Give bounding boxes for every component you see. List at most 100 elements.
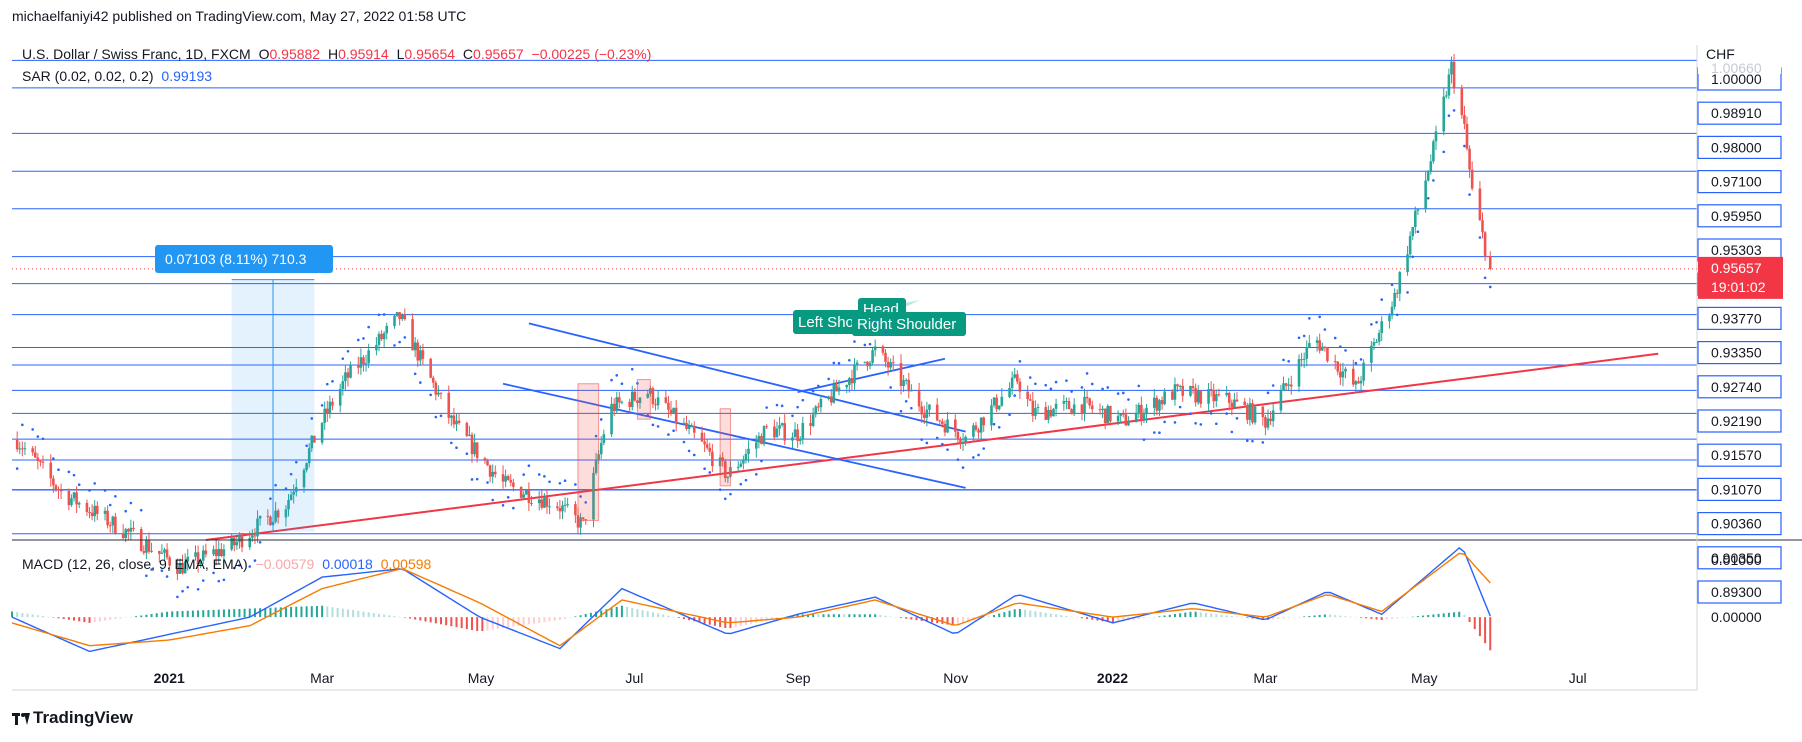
- level-tag: [1697, 511, 1782, 536]
- tradingview-logo-icon: [12, 712, 30, 725]
- sar-dot: [1297, 336, 1301, 340]
- macd-histogram-bar: [140, 615, 143, 618]
- sar-dot: [946, 448, 949, 451]
- macd-histogram-bar: [171, 611, 174, 618]
- macd-histogram-bar: [1132, 617, 1135, 620]
- macd-histogram-bar: [357, 610, 360, 618]
- macd-histogram-bar: [465, 617, 468, 630]
- candle-body: [344, 372, 347, 382]
- candle-body: [269, 516, 272, 526]
- macd-histogram-bar: [476, 617, 479, 631]
- macd-histogram-bar: [78, 617, 81, 622]
- channel-upper-line: [528, 322, 966, 433]
- candle-body: [633, 391, 637, 401]
- candle-body: [421, 350, 425, 359]
- candle-body: [23, 448, 27, 450]
- candle-body: [1308, 342, 1311, 348]
- macd-histogram-bar: [1406, 617, 1409, 618]
- macd-histogram-bar: [987, 616, 990, 618]
- candle-body: [1233, 399, 1236, 408]
- candle-body: [618, 397, 621, 403]
- candle-body: [1008, 388, 1011, 397]
- macd-histogram-bar: [1292, 617, 1295, 618]
- macd-histogram-bar: [1282, 617, 1285, 619]
- macd-histogram-bar: [1168, 614, 1171, 618]
- sar-dot: [1189, 412, 1192, 416]
- macd-histogram-bar: [1416, 616, 1419, 618]
- candle-body: [1445, 95, 1448, 97]
- macd-histogram-bar: [527, 617, 530, 625]
- sar-dot: [403, 336, 407, 339]
- sar-dot: [811, 389, 815, 393]
- candle-body: [581, 517, 585, 520]
- macd-histogram-bar: [967, 617, 970, 623]
- sar-dot: [1483, 276, 1487, 280]
- macd-histogram-bar: [502, 617, 505, 629]
- sar-dot: [1199, 423, 1203, 426]
- sar-dot: [827, 377, 830, 381]
- sar-dot: [114, 494, 117, 498]
- candle-body: [450, 415, 453, 418]
- sar-dot: [1468, 193, 1471, 196]
- sar-dot: [1261, 441, 1265, 444]
- open-label: O: [258, 46, 270, 62]
- candle-body: [1199, 391, 1203, 404]
- macd-histogram-bar: [212, 609, 215, 618]
- macd-histogram-bar: [858, 614, 861, 618]
- macd-histogram-bar: [52, 617, 55, 618]
- macd-histogram-bar: [1246, 617, 1249, 618]
- sar-dot: [139, 508, 143, 512]
- macd-histogram-bar: [1215, 614, 1218, 618]
- candle-body: [1191, 385, 1195, 389]
- sar-dot: [1432, 179, 1435, 182]
- candle-body: [791, 437, 794, 441]
- macd-histogram-bar: [57, 617, 60, 619]
- macd-histogram-bar: [1091, 617, 1094, 620]
- macd-histogram-bar: [1365, 617, 1368, 619]
- candle-body: [1246, 404, 1249, 420]
- sar-dot: [1152, 431, 1156, 434]
- candle-body: [39, 461, 42, 463]
- macd-histogram-bar: [998, 613, 1001, 618]
- candle-body: [646, 393, 650, 398]
- candle-body: [214, 549, 218, 557]
- sar-dot: [160, 569, 164, 572]
- candle-body: [1395, 292, 1399, 294]
- macd-histogram-bar: [822, 614, 825, 618]
- sar-dot: [1282, 358, 1285, 362]
- macd-histogram-bar: [853, 614, 856, 618]
- candle-body: [1155, 397, 1159, 411]
- macd-histogram-bar: [284, 607, 287, 618]
- macd-histogram-bar: [471, 617, 474, 630]
- candle-body: [367, 350, 370, 364]
- candle-body: [910, 389, 913, 392]
- candle-body: [1414, 210, 1417, 227]
- candle-body: [775, 428, 779, 438]
- sar-dot: [1054, 380, 1058, 384]
- candle-body: [1145, 407, 1148, 415]
- sar-dot: [88, 489, 91, 492]
- candle-body: [212, 549, 215, 555]
- candle-body: [615, 397, 619, 412]
- macd-histogram-bar: [672, 616, 675, 618]
- candle-body: [1390, 306, 1394, 316]
- macd-histogram-bar: [414, 617, 417, 620]
- candle-body: [620, 401, 624, 403]
- macd-histogram-bar: [548, 617, 551, 622]
- candle-body: [1016, 374, 1019, 382]
- candle-body: [419, 350, 422, 361]
- sar-dot: [1106, 386, 1110, 389]
- channel-lower-line: [502, 382, 966, 489]
- macd-histogram-bar: [238, 608, 241, 618]
- macd-histogram-bar: [1298, 616, 1301, 618]
- sar-dot: [1323, 328, 1327, 331]
- sar-dot: [1085, 372, 1089, 375]
- macd-histogram-bar: [295, 606, 298, 618]
- macd-histogram-bar: [522, 617, 525, 626]
- macd-histogram-bar: [662, 614, 665, 618]
- sar-dot: [1194, 421, 1197, 425]
- macd-histogram-bar: [191, 610, 194, 618]
- sar-dot: [884, 331, 887, 334]
- candle-body: [465, 422, 469, 436]
